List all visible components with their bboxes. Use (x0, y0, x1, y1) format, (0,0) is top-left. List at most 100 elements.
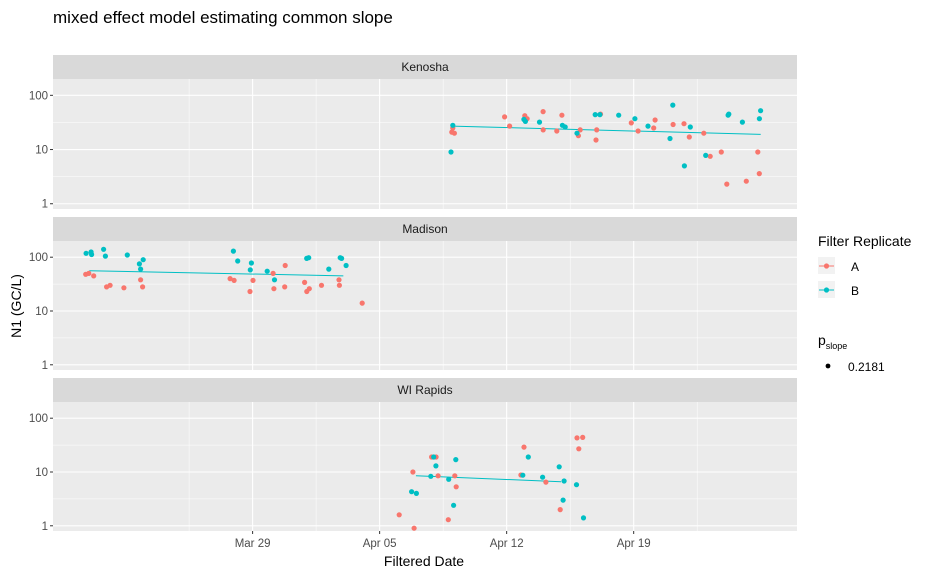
data-point-a (593, 137, 599, 143)
data-point-b (453, 457, 459, 463)
facet-panel-kenosha: Kenosha 1 10 100 (29, 55, 797, 211)
panel-background (53, 402, 797, 531)
data-point-a (543, 479, 549, 485)
pslope-legend-title: pslope (818, 332, 847, 351)
data-point-b (580, 515, 587, 521)
data-point-b (248, 260, 254, 266)
data-point-b (670, 102, 676, 108)
data-point-b (124, 252, 130, 258)
x-tick-label: Apr 19 (617, 538, 651, 550)
data-point-b (540, 474, 546, 480)
pslope-title-main: p (818, 332, 826, 348)
data-point-a (559, 112, 565, 118)
data-point-a (231, 277, 237, 283)
data-point-b (271, 277, 278, 283)
data-point-a (554, 128, 560, 134)
y-tick-label: 100 (29, 252, 48, 264)
pslope-legend-value: 0.2181 (848, 360, 885, 374)
data-point-a (270, 270, 276, 276)
legend-label-a: A (851, 260, 859, 274)
data-point-b (574, 130, 580, 136)
data-point-b (758, 108, 764, 114)
facet-strip (53, 55, 797, 79)
data-point-b (450, 122, 456, 128)
facet-strip-label: Kenosha (401, 60, 449, 74)
data-point-a (681, 121, 687, 127)
data-point-b (88, 249, 94, 255)
y-tick-label: 10 (35, 306, 48, 318)
facet-panel-madison: Madison 1 10 100 (29, 217, 797, 372)
data-point-b (667, 135, 673, 142)
data-point-a (574, 435, 580, 441)
data-point-b (264, 268, 270, 274)
x-axis-title: Filtered Date (384, 553, 464, 569)
data-point-b (140, 257, 146, 263)
data-point-b (235, 258, 241, 264)
data-point-b (326, 266, 332, 272)
pslope-title-sub: slope (826, 341, 848, 351)
data-point-a (755, 149, 761, 155)
legend-title: Filter Replicate (818, 233, 912, 249)
pslope-legend-point (825, 363, 831, 369)
data-point-a (271, 286, 277, 292)
chart-title: mixed effect model estimating common slo… (53, 8, 393, 27)
legend-key-b-point (823, 287, 830, 293)
data-point-b (756, 116, 763, 122)
y-tick-label: 10 (35, 467, 48, 479)
data-point-a (140, 284, 146, 290)
data-point-b (632, 116, 638, 122)
y-tick-label: 1 (42, 199, 48, 211)
x-axis: Mar 29 Apr 05 Apr 12 Apr 19 (235, 531, 651, 550)
data-point-a (445, 517, 451, 523)
data-point-a (302, 279, 308, 285)
y-tick-label: 10 (35, 145, 48, 157)
data-point-a (282, 262, 288, 269)
data-point-b (645, 123, 651, 129)
data-point-a (138, 277, 144, 283)
data-point-a (576, 446, 582, 452)
data-point-b (101, 246, 107, 252)
data-point-b (562, 124, 568, 130)
data-point-a (502, 114, 508, 120)
facet-panel-wi-rapids: WI Rapids 1 10 100 (29, 378, 797, 533)
data-point-a (701, 130, 707, 136)
data-point-b (136, 261, 142, 267)
data-point-b (451, 502, 457, 508)
data-point-a (577, 127, 583, 133)
fit-line (89, 270, 344, 277)
panel-background (53, 241, 797, 370)
data-point-a (452, 473, 458, 479)
data-point-a (686, 134, 692, 140)
legend-label-b: B (851, 284, 859, 298)
data-point-a (435, 473, 441, 479)
facet-strip (53, 217, 797, 241)
legend-key-a-point (823, 263, 830, 269)
data-point-a (250, 277, 256, 283)
data-point-a (756, 171, 762, 177)
data-point-a (282, 284, 288, 290)
data-point-a (540, 109, 546, 115)
data-point-b (616, 112, 622, 118)
y-axis-title: N1 (GC/L) (8, 274, 24, 338)
data-point-b (83, 250, 89, 256)
data-point-b (681, 163, 688, 169)
data-point-a (227, 276, 233, 282)
data-point-b (446, 476, 452, 482)
data-point-a (336, 282, 342, 288)
data-point-a (707, 153, 713, 159)
data-point-a (628, 120, 634, 126)
fit-line (452, 125, 761, 135)
data-point-a (247, 288, 253, 295)
data-point-a (410, 469, 416, 475)
data-point-a (670, 121, 676, 128)
data-point-b (247, 267, 253, 273)
data-point-b (597, 112, 603, 118)
data-point-b (739, 119, 746, 125)
data-point-b (102, 253, 108, 259)
data-point-a (718, 149, 724, 155)
data-point-a (521, 444, 527, 450)
data-point-b (409, 489, 415, 495)
data-point-b (536, 119, 543, 125)
data-point-b (433, 463, 439, 469)
y-tick-label: 100 (29, 90, 48, 102)
